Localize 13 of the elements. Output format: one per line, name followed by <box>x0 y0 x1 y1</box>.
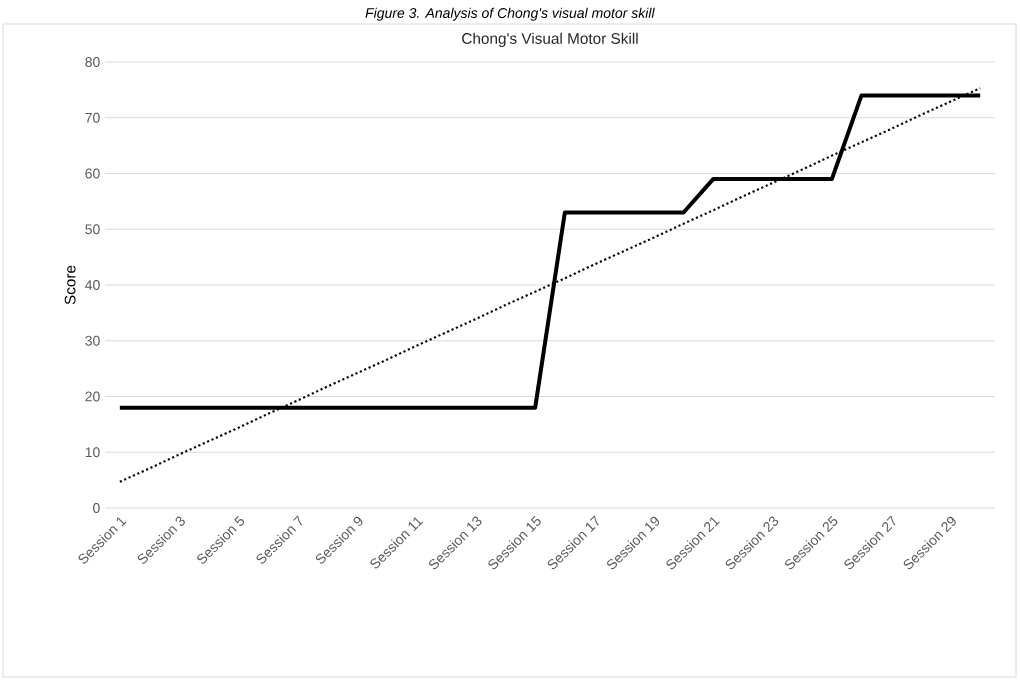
y-tick-label: 60 <box>85 168 100 179</box>
y-tick-label: 10 <box>85 447 100 458</box>
y-tick-label: 20 <box>85 391 100 402</box>
y-tick-label: 30 <box>85 335 100 346</box>
y-tick-label: 40 <box>85 280 100 290</box>
y-tick-label: 70 <box>85 112 100 123</box>
text: Figure 3. Analysis of Chong's visual motor skill <box>365 7 655 21</box>
line-series <box>118 87 982 483</box>
y-tick-label: 0 <box>93 503 100 513</box>
y-tick-label: 80 <box>85 57 100 67</box>
chart-title: Chong's Visual Motor Skill <box>462 32 638 47</box>
y-tick-label: 50 <box>85 224 100 235</box>
y-axis-title: Score <box>64 265 76 305</box>
